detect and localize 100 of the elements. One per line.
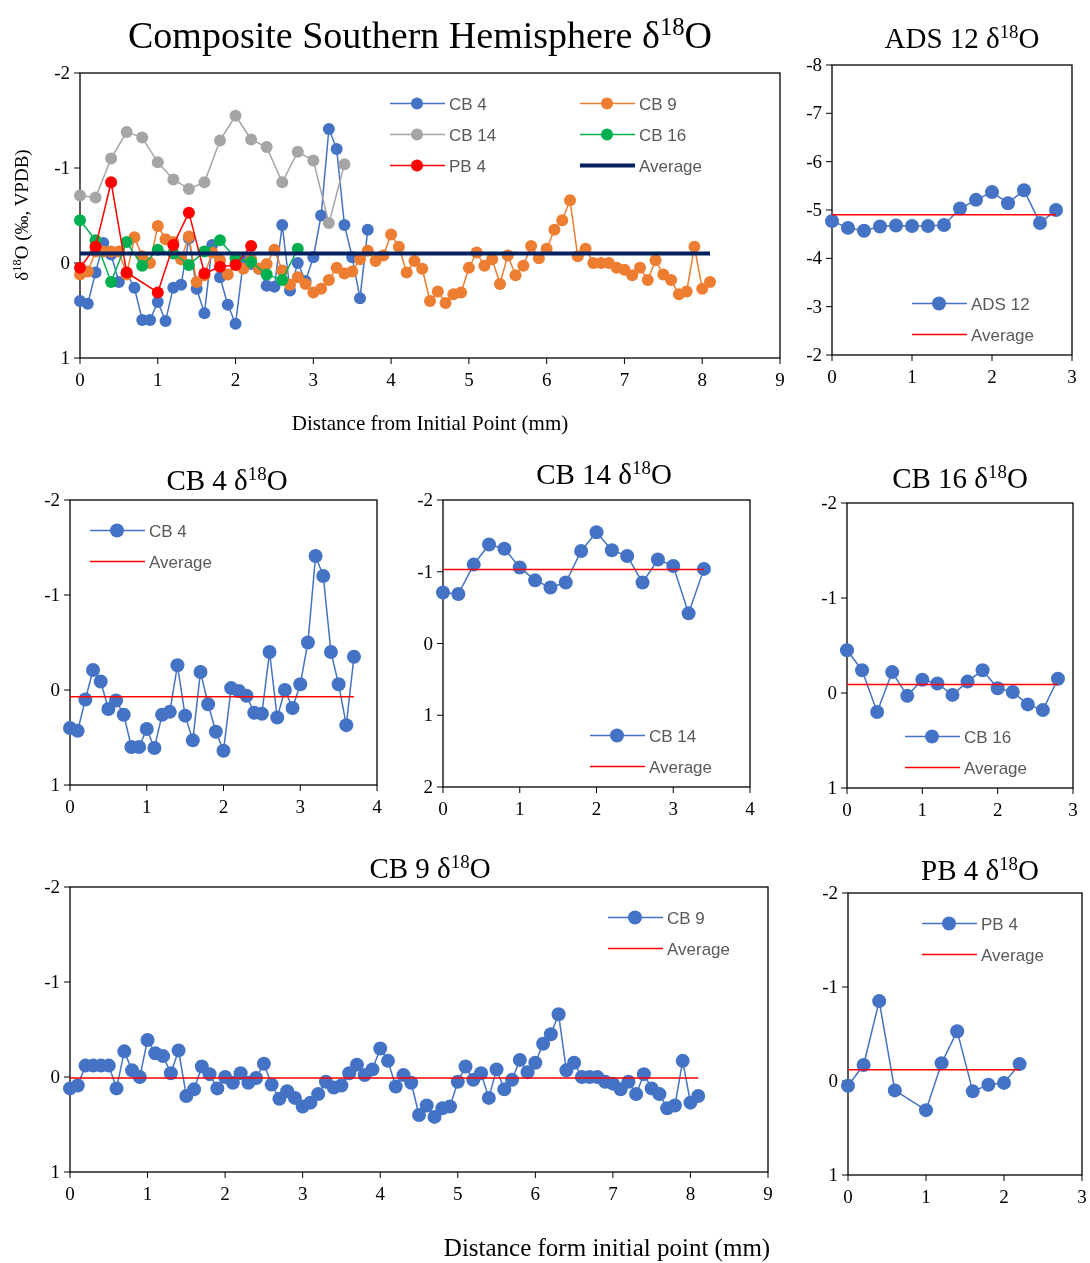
- y-tick-label: 1: [50, 774, 60, 795]
- point: [997, 1075, 1011, 1090]
- point: [528, 573, 543, 588]
- x-tick-label: 0: [842, 799, 852, 820]
- point: [139, 721, 154, 736]
- y-tick-label: -2: [44, 876, 60, 897]
- y-tick-label: -1: [44, 971, 60, 992]
- x-tick-label: 4: [375, 1183, 386, 1204]
- x-tick-label: 1: [153, 369, 163, 390]
- legend-label: Average: [667, 939, 731, 959]
- legend-label: CB 14: [449, 125, 497, 145]
- point: [915, 672, 930, 687]
- x-axis-title: Distance from Initial Point (mm): [291, 411, 569, 435]
- point: [635, 575, 650, 590]
- x-tick-label: 2: [992, 799, 1003, 820]
- point: [185, 733, 200, 748]
- y-tick-label: -2: [821, 492, 837, 513]
- point: [1050, 671, 1065, 686]
- x-tick-label: 4: [386, 369, 397, 390]
- point: [1033, 216, 1047, 231]
- point: [436, 585, 450, 600]
- point: [308, 549, 323, 564]
- point: [70, 723, 85, 738]
- point: [105, 276, 118, 288]
- point: [1035, 703, 1050, 718]
- point: [346, 649, 361, 664]
- legend-label: Average: [649, 757, 713, 777]
- x-tick-label: 3: [308, 369, 319, 390]
- point: [229, 109, 242, 122]
- point: [985, 185, 999, 200]
- y-tick-label: -1: [44, 584, 60, 605]
- point: [151, 286, 164, 299]
- point: [322, 217, 335, 230]
- point: [990, 681, 1005, 696]
- chart-title: CB 4 δ$^{18}$O: [166, 462, 288, 496]
- x-tick-label: 2: [220, 1183, 230, 1204]
- point: [331, 677, 346, 692]
- legend-label: CB 4: [149, 521, 187, 541]
- y-tick-label: -2: [54, 62, 70, 83]
- point: [856, 1058, 871, 1073]
- point: [981, 1077, 996, 1092]
- x-tick-label: 6: [530, 1183, 541, 1204]
- x-tick-label: 5: [453, 1183, 463, 1204]
- point: [208, 724, 223, 739]
- chart-title: ADS 12 δ$^{18}$O: [884, 20, 1040, 54]
- point: [361, 223, 374, 236]
- point: [74, 214, 86, 227]
- x-tick-label: 0: [438, 798, 448, 819]
- point: [841, 220, 855, 235]
- point: [921, 218, 935, 233]
- x-tick-label: 3: [668, 798, 678, 819]
- x-tick-label: 2: [218, 796, 229, 817]
- point: [101, 702, 116, 716]
- point: [214, 234, 226, 247]
- point: [105, 176, 118, 189]
- point: [574, 543, 589, 558]
- point: [277, 683, 292, 697]
- legend-label: CB 9: [639, 94, 677, 114]
- y-tick-label: 1: [828, 1164, 838, 1185]
- point: [151, 156, 164, 169]
- point: [93, 674, 108, 689]
- point: [175, 278, 188, 291]
- point: [322, 123, 335, 136]
- point: [1001, 196, 1015, 211]
- point: [81, 297, 94, 310]
- point: [339, 718, 354, 733]
- point: [857, 223, 871, 238]
- point: [620, 548, 635, 563]
- point: [260, 268, 273, 281]
- legend-label: CB 14: [649, 726, 697, 746]
- point: [89, 240, 102, 253]
- x-tick-label: 3: [1067, 366, 1077, 387]
- point: [293, 677, 308, 692]
- x-tick-label: 1: [515, 798, 525, 819]
- point: [681, 606, 696, 621]
- point: [291, 145, 304, 158]
- point: [482, 537, 497, 552]
- y-tick-label: -4: [806, 247, 823, 269]
- point: [147, 740, 162, 755]
- legend-label: PB 4: [981, 914, 1018, 934]
- x-tick-label: 3: [297, 1183, 308, 1204]
- y-tick-label: 0: [60, 252, 70, 273]
- x-tick-label: 1: [907, 366, 917, 387]
- point: [855, 663, 870, 678]
- x-tick-label: 8: [697, 369, 707, 390]
- point: [512, 560, 527, 575]
- x-tick-label: 0: [75, 369, 85, 390]
- legend-label: CB 16: [964, 727, 1012, 747]
- point: [323, 645, 338, 659]
- point: [178, 708, 193, 723]
- point: [128, 281, 141, 294]
- point: [666, 559, 681, 574]
- x-tick-label: 3: [295, 796, 305, 817]
- point: [162, 704, 177, 719]
- point: [276, 219, 289, 231]
- y-tick-label: 1: [50, 1161, 60, 1182]
- point: [307, 154, 320, 167]
- point: [953, 201, 967, 216]
- point: [650, 552, 665, 567]
- y-tick-label: -2: [417, 489, 433, 510]
